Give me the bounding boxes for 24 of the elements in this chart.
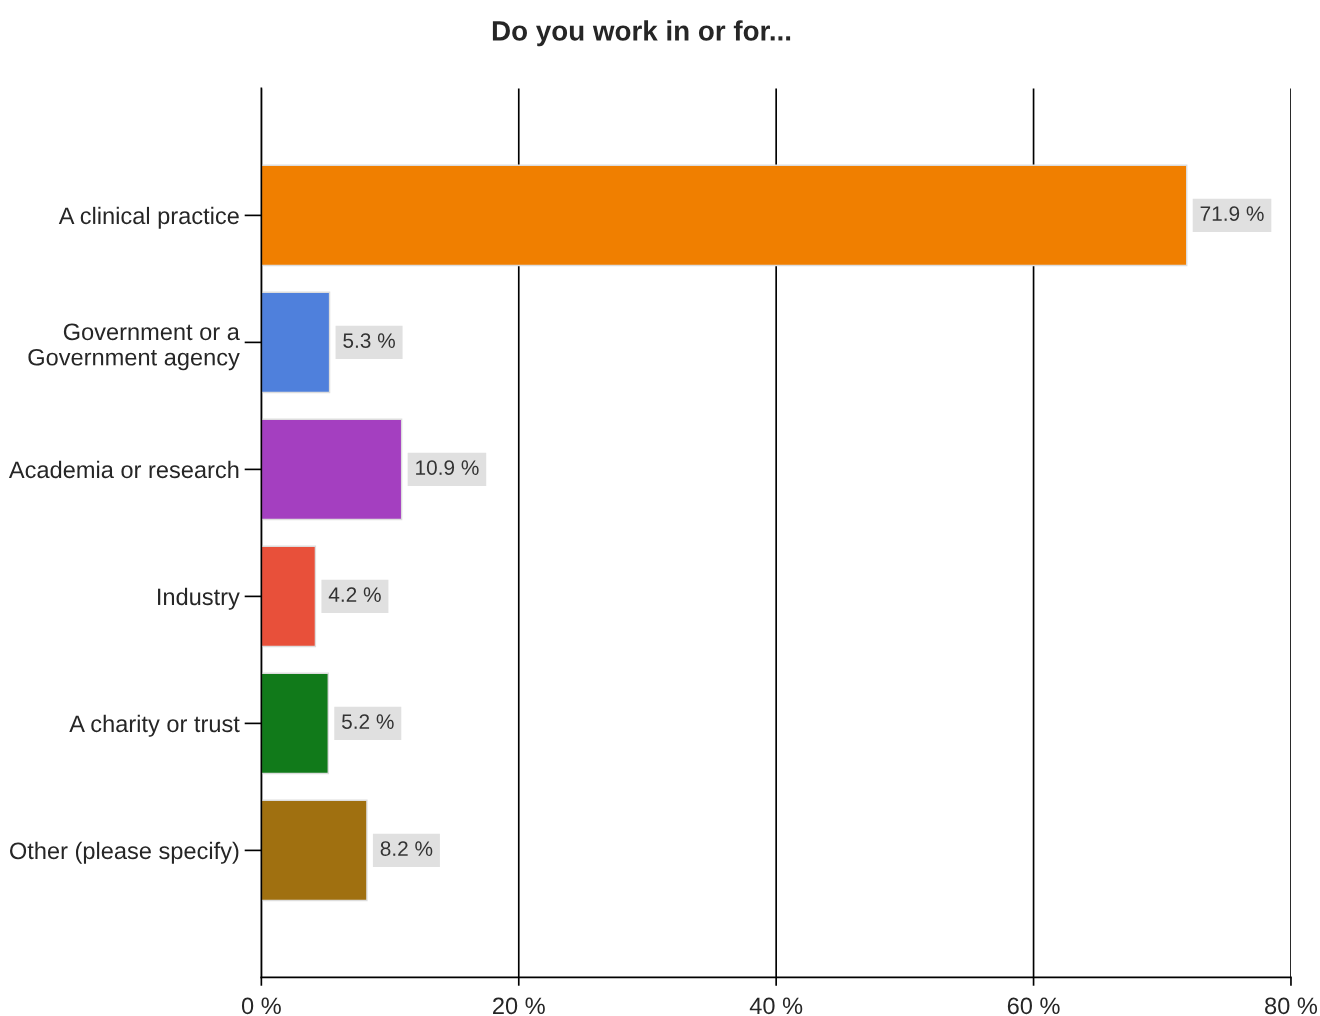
data-label: 4.2 %	[328, 587, 381, 602]
data-label: 71.9 %	[1200, 206, 1264, 221]
x-tick-label: 40 %	[749, 997, 803, 1015]
x-tick-label: 80 %	[1265, 997, 1318, 1015]
data-label: 5.3 %	[343, 333, 395, 348]
y-tick-label: Government or a Government agency	[28, 323, 240, 371]
y-tick-label: A charity or trust	[69, 714, 240, 737]
x-tick-label: 20 %	[493, 997, 545, 1015]
chart-title: Do you work in or for...	[492, 20, 791, 47]
bar	[261, 291, 331, 394]
data-label: 8.2 %	[380, 841, 433, 856]
y-tick-label: Academia or research	[8, 460, 239, 479]
bar	[261, 164, 1188, 267]
bar	[261, 672, 329, 775]
x-tick-label: 60 %	[1007, 997, 1060, 1015]
bar	[261, 799, 368, 902]
y-tick-label: Industry	[158, 587, 240, 610]
bar	[261, 418, 403, 521]
y-tick-label: Other (please specify)	[10, 841, 239, 864]
y-tick-label: A clinical practice	[58, 206, 239, 229]
x-tick-label: 0 %	[241, 997, 281, 1015]
data-label: 10.9 %	[416, 460, 479, 475]
data-label: 5.2 %	[341, 714, 394, 729]
bar	[261, 545, 317, 648]
